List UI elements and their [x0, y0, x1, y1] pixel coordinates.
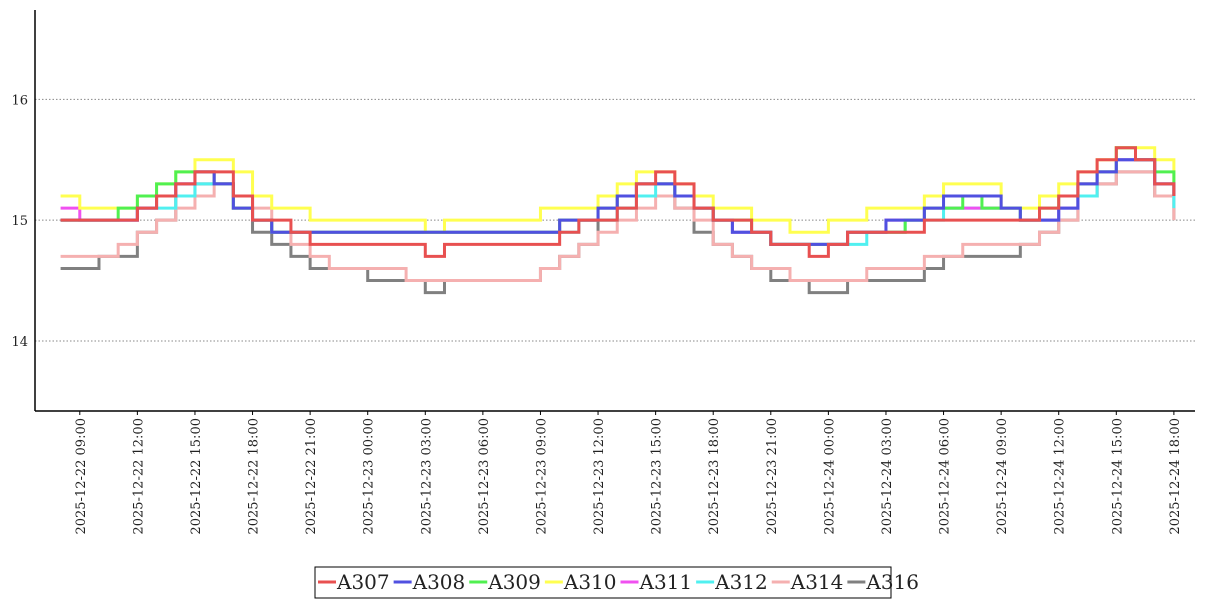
- x-tick-label: 2025-12-24 03:00: [880, 418, 895, 535]
- x-tick-label: 2025-12-23 00:00: [362, 418, 377, 535]
- series-line: [60, 146, 1176, 258]
- legend: A307 A308 A309 A310 A311 A312 A314 A316: [318, 570, 919, 594]
- y-tick-label: 15: [11, 214, 28, 229]
- x-tick-label: 2025-12-24 06:00: [938, 418, 953, 535]
- x-tick-label: 2025-12-23 21:00: [765, 418, 780, 535]
- x-tick-label: 2025-12-22 09:00: [74, 418, 89, 535]
- legend-label: A308: [412, 570, 466, 594]
- x-tick-label: 2025-12-23 06:00: [477, 418, 492, 535]
- x-tick-label: 2025-12-23 12:00: [592, 418, 607, 535]
- x-tick-label: 2025-12-24 15:00: [1110, 418, 1125, 535]
- legend-label: A314: [790, 570, 844, 594]
- x-tick-label: 2025-12-24 09:00: [995, 418, 1010, 535]
- legend-label: A311: [639, 570, 693, 594]
- legend-label: A307: [336, 570, 390, 594]
- tick-labels: 14 15 16 2025-12-22 09:00 2025-12-22 12:00 20…: [11, 93, 1182, 534]
- legend-label: A310: [563, 570, 617, 594]
- x-tick-label: 2025-12-22 18:00: [247, 418, 262, 535]
- x-tick-label: 2025-12-23 09:00: [534, 418, 549, 535]
- legend-label: A309: [487, 570, 541, 594]
- x-tick-label: 2025-12-22 21:00: [304, 418, 319, 535]
- x-tick-label: 2025-12-24 12:00: [1053, 418, 1068, 535]
- x-tick-label: 2025-12-24 18:00: [1168, 418, 1183, 535]
- x-tick-label: 2025-12-23 03:00: [419, 418, 434, 535]
- x-tick-label: 2025-12-24 00:00: [822, 418, 837, 535]
- y-tick-label: 16: [11, 93, 28, 108]
- plot-lines: [60, 146, 1176, 295]
- x-tick-label: 2025-12-23 15:00: [650, 418, 665, 535]
- legend-label: A312: [714, 570, 768, 594]
- x-tick-label: 2025-12-22 15:00: [189, 418, 204, 535]
- y-tick-label: 14: [11, 335, 28, 350]
- legend-label: A316: [865, 570, 919, 594]
- x-tick-label: 2025-12-23 18:00: [707, 418, 722, 535]
- x-tick-label: 2025-12-22 12:00: [131, 418, 146, 535]
